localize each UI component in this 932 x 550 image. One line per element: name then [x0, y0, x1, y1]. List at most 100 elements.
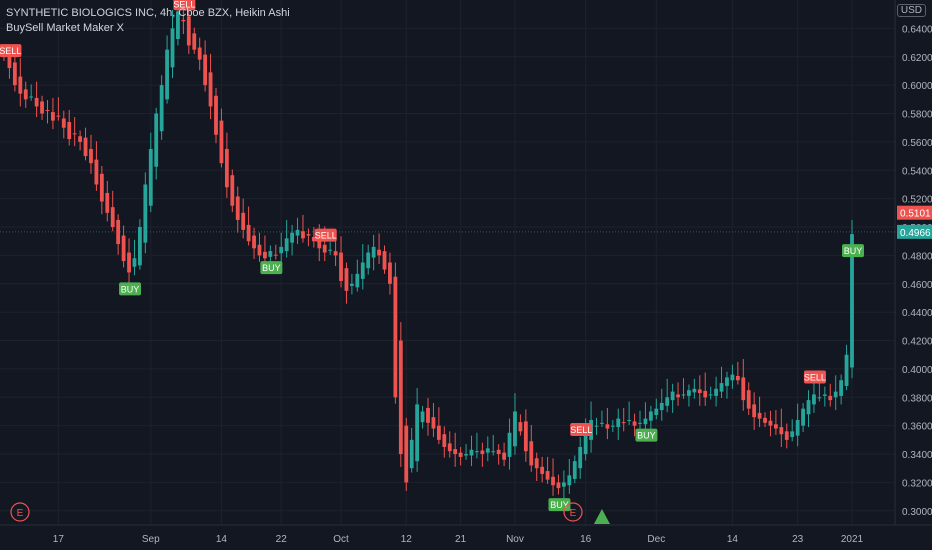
price-label-text: 0.4966: [900, 228, 931, 239]
candle-body: [627, 420, 632, 421]
candle-body: [491, 451, 496, 453]
candle-body: [273, 254, 278, 256]
candle-body: [339, 252, 343, 281]
candle-body: [382, 251, 387, 270]
x-tick-label: 12: [401, 534, 413, 545]
candle-body: [121, 235, 126, 262]
candle-body: [850, 234, 854, 368]
candle-body: [7, 56, 12, 69]
signal-box: [635, 428, 658, 442]
candle-body: [420, 411, 425, 423]
y-tick-label: 0.4200: [902, 337, 932, 348]
candle-body: [806, 400, 811, 415]
candle-body: [676, 394, 680, 398]
buy-signal: BUY: [260, 261, 283, 275]
signal-box: [260, 261, 283, 275]
signal-box: [570, 422, 593, 436]
candle-body: [735, 376, 740, 381]
up-triangle-marker: [593, 509, 610, 524]
candle-body: [692, 388, 697, 393]
candle-body: [45, 109, 50, 111]
candle-body: [29, 96, 34, 98]
candle-body: [230, 175, 235, 206]
candle-body: [752, 404, 757, 418]
candle-body: [252, 235, 256, 249]
candle-body: [137, 227, 142, 266]
price-label-box: [897, 224, 932, 239]
candle-body: [377, 249, 381, 256]
signal-label: BUY: [121, 284, 140, 294]
candle-body: [371, 246, 376, 258]
candle-body: [670, 391, 675, 401]
candle-body: [534, 458, 539, 469]
candle-body: [105, 192, 110, 213]
candle-body: [214, 95, 218, 135]
candle-body: [540, 466, 545, 474]
y-tick-label: 0.4400: [902, 308, 932, 319]
candle-body: [773, 424, 778, 429]
buy-signal: BUY: [635, 428, 658, 442]
candle-body: [99, 173, 104, 202]
sell-signal: SELL: [804, 370, 826, 384]
candle-body: [556, 482, 561, 489]
candle-body: [404, 425, 409, 483]
buy-signal: BUY: [842, 244, 864, 258]
x-tick-label: Dec: [647, 534, 665, 545]
candle-body: [703, 390, 708, 398]
candle-body: [241, 212, 246, 230]
candle-body: [110, 207, 115, 228]
candle-body: [56, 115, 61, 117]
signal-box: [173, 0, 196, 11]
candle-body: [654, 408, 659, 416]
candle-body: [333, 251, 338, 256]
earnings-event-marker: [10, 502, 30, 522]
candle-body: [616, 418, 621, 428]
sell-signal: SELL: [173, 0, 196, 11]
candle-body: [219, 120, 224, 164]
earnings-event-label: E: [17, 508, 24, 519]
currency-button[interactable]: USD: [896, 4, 926, 17]
x-tick-label: 14: [216, 534, 228, 545]
y-tick-label: 0.3000: [902, 507, 932, 518]
candle-body: [284, 238, 289, 252]
candle-body: [181, 19, 186, 22]
candle-body: [23, 89, 28, 100]
candle-body: [648, 411, 653, 421]
candle-body: [812, 394, 816, 405]
candle-body: [763, 417, 767, 423]
y-tick-label: 0.3600: [902, 422, 932, 433]
sell-signal: SELL: [0, 44, 21, 58]
candle-body: [246, 224, 251, 242]
x-tick-label: 16: [580, 534, 592, 545]
candle-body: [632, 421, 637, 426]
candle-body: [551, 476, 555, 486]
candle-body: [344, 268, 349, 291]
x-tick-label: Sep: [142, 534, 160, 545]
x-tick-label: 23: [792, 534, 804, 545]
candle-body: [203, 54, 208, 86]
y-tick-label: 0.3400: [902, 450, 932, 461]
candle-body: [89, 148, 93, 164]
candle-body: [72, 133, 77, 135]
candle-body: [790, 431, 795, 438]
candle-body: [730, 374, 735, 381]
candle-body: [143, 184, 148, 243]
signal-label: SELL: [0, 46, 21, 56]
candle-body: [257, 244, 262, 256]
candle-body: [127, 252, 131, 273]
candle-body: [659, 402, 664, 411]
signal-label: BUY: [637, 431, 656, 441]
candle-body: [224, 148, 229, 188]
candle-body: [170, 28, 175, 68]
candle-body: [600, 422, 604, 424]
candle-body: [719, 383, 724, 392]
candle-body: [741, 377, 746, 401]
candle-body: [844, 354, 849, 386]
candle-body: [638, 422, 642, 424]
earnings-event-label: E: [570, 508, 577, 519]
candle-body: [431, 417, 436, 429]
candle-body: [779, 427, 784, 435]
indicator-name[interactable]: BuySell Market Maker X: [6, 22, 124, 34]
